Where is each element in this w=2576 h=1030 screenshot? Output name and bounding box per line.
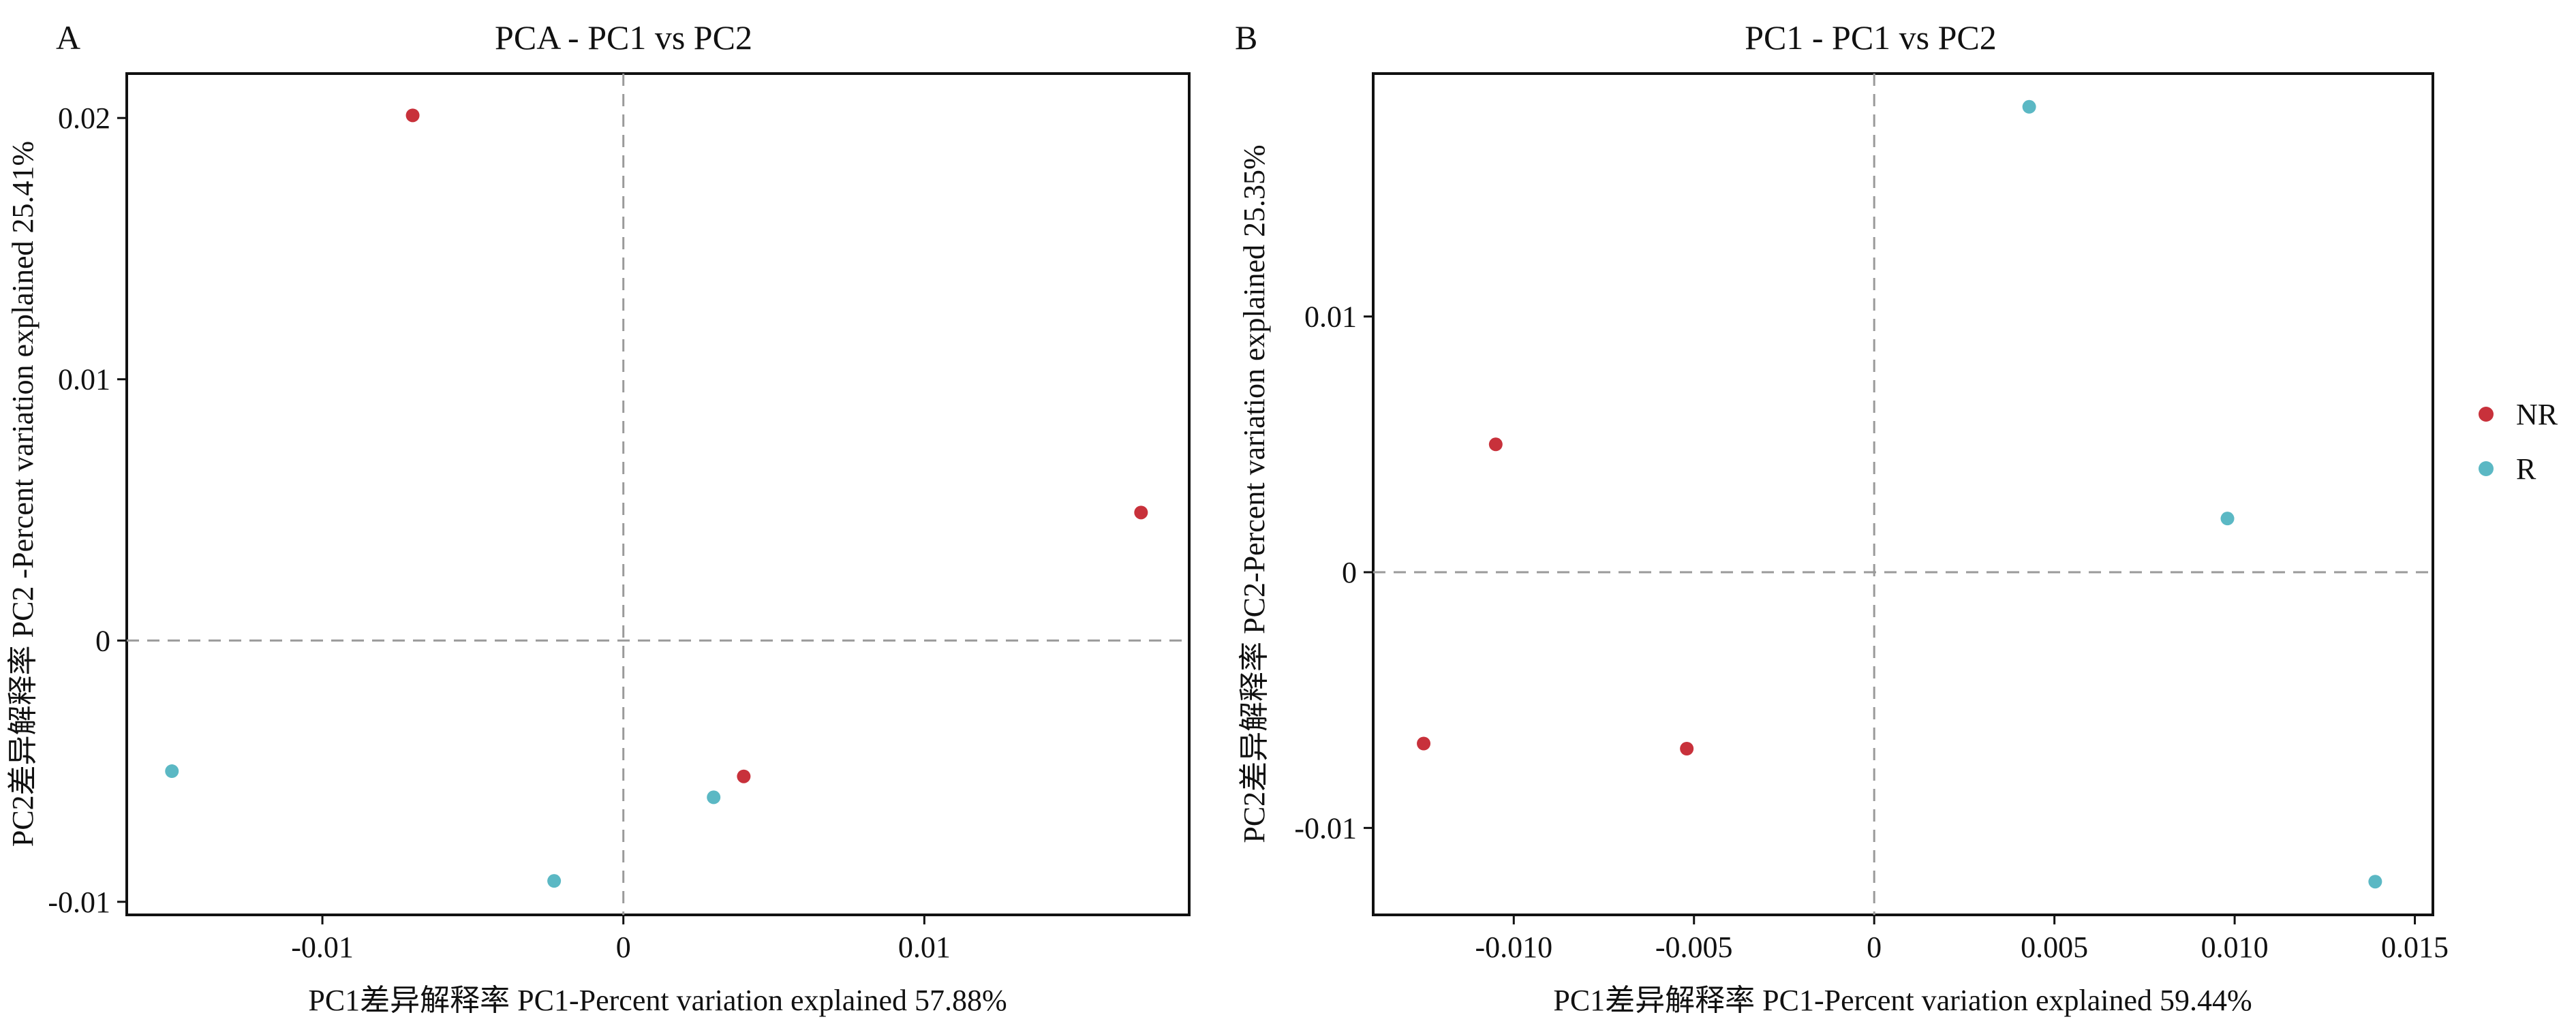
panel-a-x-axis-label: PC1差异解释率 PC1-Percent variation explained… (308, 984, 1007, 1017)
panel-b-x-tick-label-3: 0.005 (2021, 931, 2088, 964)
panel-a-x-ticks: -0.01 0 0.01 (291, 915, 951, 964)
legend-item-r: R (2479, 452, 2536, 486)
panel-a-point-r-2 (707, 790, 721, 805)
panel-b-title: PC1 - PC1 vs PC2 (1745, 18, 1997, 57)
panel-a-x-tick-label-0: -0.01 (291, 931, 354, 964)
panel-b-reference-lines (1373, 74, 2433, 915)
panel-b-point-nr-2 (1680, 742, 1694, 756)
legend-swatch-r (2479, 461, 2494, 476)
panel-a-point-nr-0 (405, 108, 420, 123)
panel-a-y-tick-label-3: 0.02 (58, 102, 110, 135)
panel-b-y-tick-label-1: 0 (1342, 556, 1357, 589)
panel-a-x-tick-label-2: 0.01 (898, 931, 951, 964)
panel-a-point-r-1 (547, 874, 562, 888)
panel-b-letter: B (1235, 18, 1257, 57)
legend-item-nr: NR (2479, 398, 2558, 431)
panel-b-x-ticks: -0.010 -0.005 0 0.005 0.010 0.015 (1475, 915, 2449, 964)
panel-b-point-r-1 (2220, 512, 2235, 526)
panel-a-letter: A (56, 18, 80, 57)
legend: NR R (2479, 398, 2558, 486)
panel-b-x-tick-label-1: -0.005 (1655, 931, 1733, 964)
legend-label-r: R (2516, 452, 2536, 486)
panel-a-y-axis-label: PC2差异解释率 PC2 -Percent variation explaine… (6, 141, 40, 847)
panel-b-y-tick-label-0: -0.01 (1294, 811, 1357, 845)
legend-swatch-nr (2479, 407, 2494, 422)
legend-label-nr: NR (2516, 398, 2558, 431)
panel-a-y-ticks: -0.01 0 0.01 0.02 (48, 102, 127, 919)
panel-a-y-tick-label-1: 0 (95, 624, 110, 657)
panel-a-point-nr-2 (737, 769, 751, 783)
panel-b-point-nr-1 (1417, 736, 1431, 751)
panel-b-y-ticks: -0.01 0 0.01 (1294, 300, 1373, 845)
panel-a-x-tick-label-1: 0 (616, 931, 631, 964)
panel-a-points (165, 108, 1148, 888)
panel-b-point-nr-0 (1488, 437, 1503, 452)
panel-a: A PCA - PC1 vs PC2 -0.01 0 0.01 -0.01 0 0.01… (6, 18, 1191, 1017)
panel-a-plot-frame (125, 72, 1191, 916)
panel-b-points (1417, 99, 2382, 889)
panel-a-point-r-0 (165, 764, 179, 779)
panel-b-point-r-0 (2022, 99, 2036, 114)
panel-b-x-tick-label-5: 0.015 (2381, 931, 2449, 964)
panel-a-point-nr-1 (1134, 505, 1148, 520)
panel-a-y-tick-label-0: -0.01 (48, 886, 110, 919)
panel-b-y-axis-label: PC2差异解释率 PC2-Percent variation explained… (1238, 144, 1271, 843)
panel-b-x-tick-label-2: 0 (1867, 931, 1882, 964)
panel-b: B PC1 - PC1 vs PC2 -0.010 -0.005 0 0.005 0.0… (1235, 18, 2449, 1017)
panel-a-y-tick-label-2: 0.01 (58, 363, 110, 396)
panel-b-plot-frame (1372, 72, 2434, 916)
panel-b-x-tick-label-4: 0.010 (2201, 931, 2269, 964)
panel-b-x-axis-label: PC1差异解释率 PC1-Percent variation explained… (1553, 984, 2252, 1017)
panel-b-y-tick-label-2: 0.01 (1304, 300, 1357, 334)
panel-b-x-tick-label-0: -0.010 (1475, 931, 1552, 964)
panel-b-point-r-2 (2368, 875, 2382, 889)
panel-a-title: PCA - PC1 vs PC2 (495, 18, 752, 57)
panel-a-reference-lines (127, 74, 1189, 915)
